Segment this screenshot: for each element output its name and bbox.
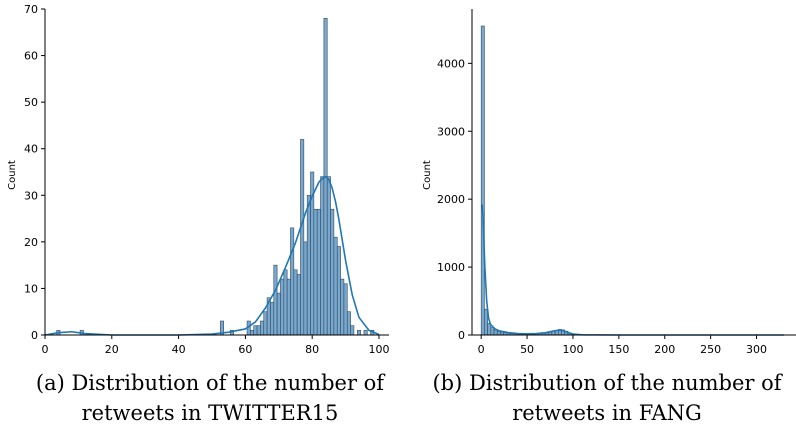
- panel-a-bar: [336, 246, 341, 336]
- panel-a-bar: [256, 325, 261, 336]
- panel-a-bar: [303, 241, 308, 336]
- panel-a-x-tick-label: 100: [368, 343, 389, 356]
- caption-b-line-2: retweets in FANG: [512, 401, 702, 425]
- caption-b: (b) Distribution of the number of retwee…: [418, 368, 796, 428]
- panel-b-y-tick-label: 3000: [437, 125, 465, 138]
- panel-a-bar: [270, 302, 275, 336]
- panel-a-bar: [356, 330, 361, 336]
- panel-a-bar: [283, 269, 288, 336]
- panel-b-bar: [490, 327, 495, 336]
- panel-a-x-tick-label: 80: [305, 343, 319, 356]
- panel-a-x-tick-label: 60: [238, 343, 252, 356]
- panel-a-bar: [363, 330, 368, 336]
- panel-a-bar: [260, 320, 265, 336]
- panel-b-y-axis-label: Count: [422, 160, 433, 190]
- caption-b-line-1: (b) Distribution of the number of: [432, 371, 782, 395]
- panel-b-x-tick-label: 100: [562, 343, 583, 356]
- panel-a-bar: [306, 194, 311, 336]
- panel-b-bar: [496, 330, 501, 336]
- panel-b-bar: [480, 25, 485, 336]
- panel-a-x-tick-label: 0: [42, 343, 49, 356]
- panel-a-histogram: Count 0 10 20 30 40 50 60 70 0 20 40 60 80 100: [7, 3, 389, 356]
- panel-b-kde-curve: [481, 204, 785, 336]
- panel-b-bars: [480, 25, 578, 336]
- panel-a-y-tick-label: 0: [31, 329, 38, 342]
- panel-a-bar: [333, 236, 338, 336]
- panel-a-bar: [320, 176, 325, 336]
- panel-b-histogram: Count 0 1000 2000 3000 4000 0 50 100 150 200 250 3…: [422, 9, 796, 356]
- panel-b-y-tick-label: 0: [458, 329, 465, 342]
- panel-b-x-tick-label: 300: [746, 343, 767, 356]
- panel-a-y-tick-label: 70: [24, 3, 38, 16]
- panel-a-bar: [276, 292, 281, 336]
- panel-a-bar: [273, 264, 278, 336]
- panel-a-bar: [300, 139, 305, 336]
- panel-b-x-tick-label: 150: [608, 343, 629, 356]
- panel-a-bar: [313, 208, 318, 336]
- panel-a-x-tick-label: 20: [105, 343, 119, 356]
- panel-a-bar: [290, 227, 295, 336]
- panel-a-bar: [316, 208, 321, 336]
- panel-a-y-tick-label: 20: [24, 236, 38, 249]
- panel-a-bar: [253, 325, 258, 336]
- panel-a-bar: [346, 311, 351, 336]
- panel-a-y-ticks: 0 10 20 30 40 50 60 70: [24, 3, 45, 342]
- panel-b-y-tick-label: 2000: [437, 193, 465, 206]
- caption-a-line-1: (a) Distribution of the number of: [35, 371, 385, 395]
- panel-a-bar: [326, 176, 331, 336]
- panel-b-kde: [481, 204, 785, 336]
- panel-a-y-tick-label: 40: [24, 143, 38, 156]
- panel-a-bar: [340, 278, 345, 336]
- panel-b-bar: [484, 308, 488, 336]
- panel-a-bar: [280, 278, 285, 336]
- panel-b-x-tick-label: 250: [700, 343, 721, 356]
- panel-b-y-tick-label: 4000: [437, 57, 465, 70]
- panel-a-y-axis-label: Count: [7, 160, 18, 190]
- panel-b-x-ticks: 0 50 100 150 200 250 300: [478, 335, 767, 356]
- panel-a-bar: [293, 269, 298, 336]
- panel-a-y-tick-label: 60: [24, 50, 38, 63]
- panel-a-bar: [250, 330, 255, 336]
- panel-a-bar: [330, 208, 335, 336]
- panel-a-bar: [263, 311, 268, 336]
- panel-a-bar: [286, 278, 291, 336]
- panel-b-x-tick-label: 50: [520, 343, 534, 356]
- panel-b-bar: [493, 329, 498, 336]
- panel-a-bar: [350, 325, 355, 336]
- caption-a-line-2: retweets in TWITTER15: [81, 401, 339, 425]
- caption-a: (a) Distribution of the number of retwee…: [20, 368, 400, 428]
- panel-b-x-tick-label: 0: [478, 343, 485, 356]
- panel-a-bar: [343, 283, 348, 336]
- panel-b-y-tick-label: 1000: [437, 261, 465, 274]
- panel-b-x-tick-label: 200: [654, 343, 675, 356]
- panel-a-y-tick-label: 30: [24, 189, 38, 202]
- panel-a-x-ticks: 0 20 40 60 80 100: [42, 335, 389, 356]
- panel-a-bar: [296, 274, 301, 336]
- panel-b-y-ticks: 0 1000 2000 3000 4000: [437, 57, 472, 342]
- panel-a-y-tick-label: 10: [24, 282, 38, 295]
- panel-a-x-tick-label: 40: [172, 343, 186, 356]
- panel-a-y-tick-label: 50: [24, 96, 38, 109]
